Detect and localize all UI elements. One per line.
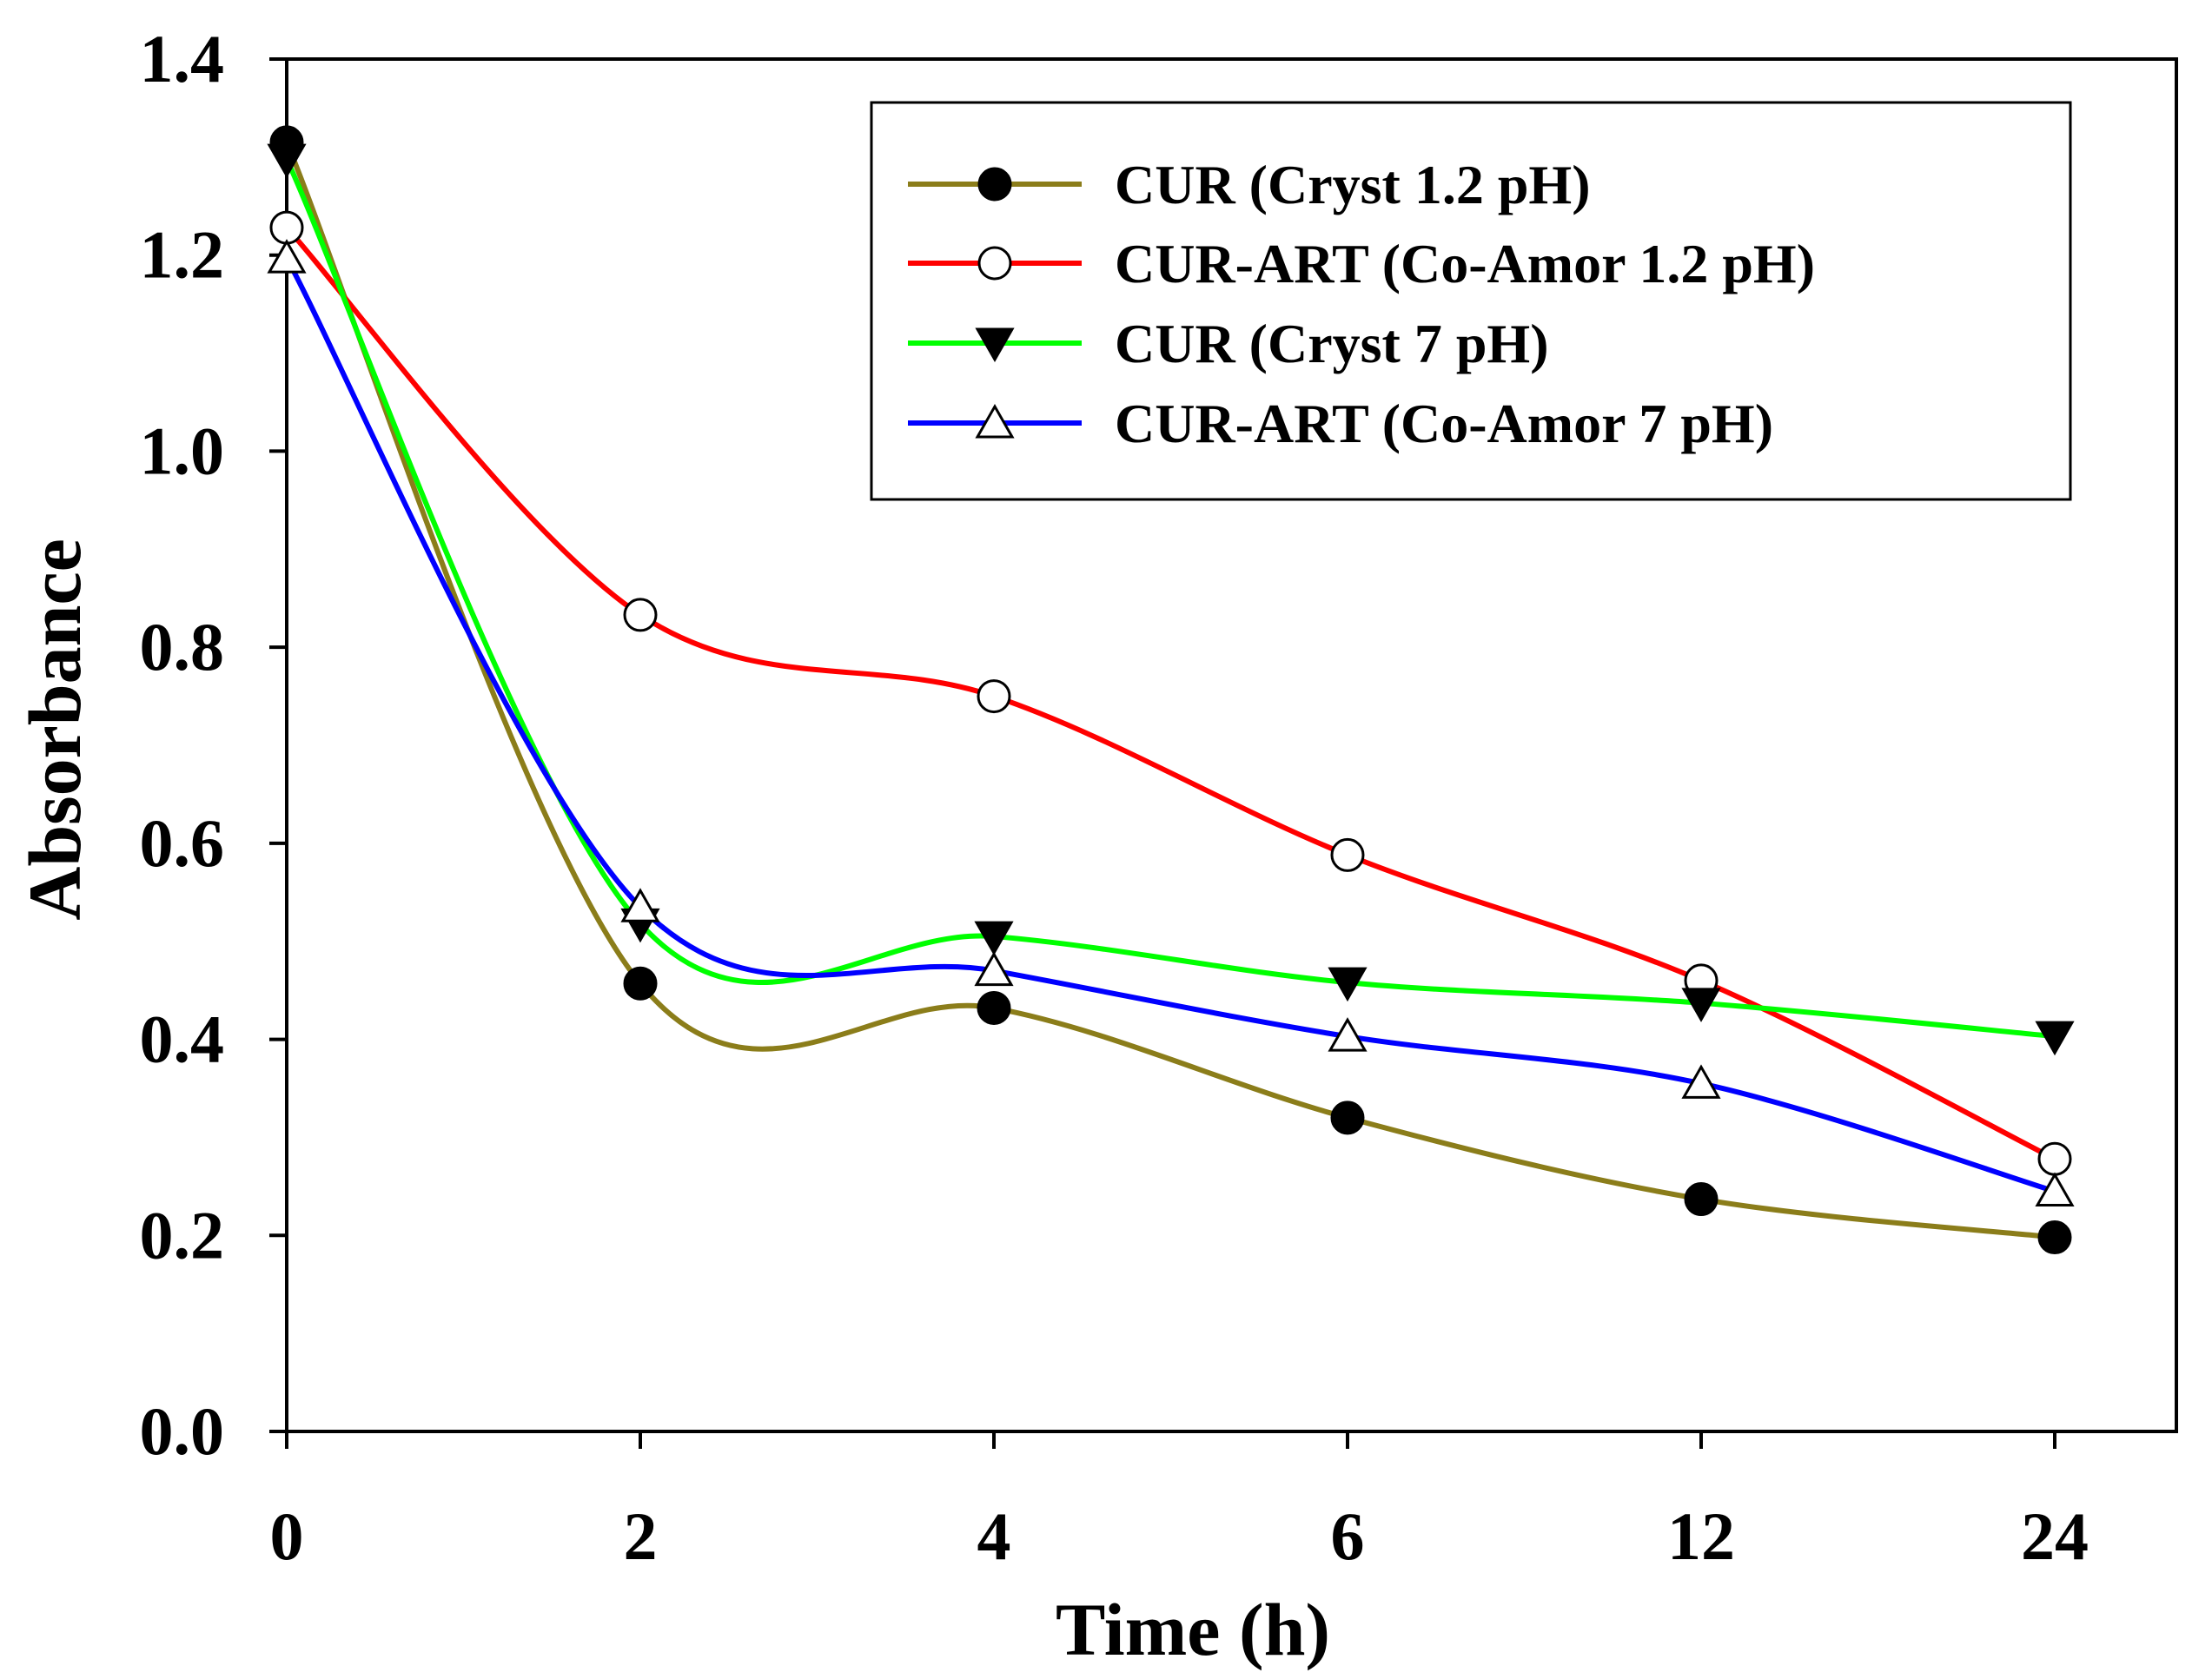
data-point-s3-p0 — [267, 239, 307, 274]
data-point-s3-p4 — [1681, 1064, 1721, 1099]
data-point-s1-p5 — [2037, 1141, 2072, 1176]
legend-label-3: CUR-ART (Co-Amor 7 pH) — [1115, 393, 1773, 454]
y-tick-label: 0.0 — [140, 1393, 225, 1469]
data-point-s1-p2 — [977, 679, 1011, 714]
plot-frame — [285, 57, 2178, 1433]
legend-box — [870, 101, 2072, 501]
data-point-s0-p4 — [1684, 1182, 1719, 1217]
data-point-s2-p0 — [267, 143, 307, 179]
series-line-3 — [284, 256, 2056, 1194]
x-tick-label: 4 — [977, 1498, 1011, 1574]
series-line-1 — [284, 226, 2056, 1161]
y-tick-label: 0.6 — [140, 805, 225, 881]
data-point-s1-p0 — [269, 210, 304, 245]
legend-label-2: CUR (Cryst 7 pH) — [1115, 313, 1549, 374]
x-axis-title: Time (h) — [1056, 1588, 1330, 1671]
legend-marker-3 — [975, 403, 1015, 439]
legend-marker-2 — [975, 327, 1015, 363]
y-tick-label: 0.8 — [140, 609, 225, 684]
data-point-s2-p2 — [974, 921, 1014, 956]
y-axis-title: Absorbance — [13, 539, 96, 921]
y-tick-label: 0.4 — [140, 1001, 225, 1077]
x-tick-label: 0 — [270, 1498, 304, 1574]
data-point-s3-p3 — [1328, 1017, 1368, 1052]
data-point-s2-p3 — [1328, 967, 1368, 1002]
y-tick-label: 0.2 — [140, 1197, 225, 1272]
y-tick-label: 1.0 — [140, 413, 225, 488]
data-point-s2-p5 — [2035, 1021, 2075, 1056]
x-tick-label: 12 — [1667, 1498, 1735, 1574]
legend-label-0: CUR (Cryst 1.2 pH) — [1115, 154, 1591, 215]
legend-marker-0 — [977, 167, 1012, 202]
y-tick-label: 1.2 — [140, 217, 225, 293]
x-tick-label: 2 — [624, 1498, 658, 1574]
data-point-s1-p3 — [1330, 837, 1365, 872]
data-point-s0-p5 — [2037, 1220, 2072, 1255]
legend-marker-1 — [977, 246, 1012, 281]
data-point-s3-p2 — [974, 951, 1014, 987]
data-point-s0-p1 — [623, 966, 658, 1001]
data-point-s0-p3 — [1330, 1101, 1365, 1135]
data-point-s3-p1 — [620, 888, 660, 922]
legend-label-1: CUR-ART (Co-Amor 1.2 pH) — [1115, 233, 1815, 294]
data-point-s0-p2 — [977, 990, 1011, 1025]
y-tick-label: 1.4 — [140, 21, 225, 96]
data-point-s1-p1 — [623, 598, 658, 632]
x-tick-label: 24 — [2021, 1498, 2089, 1574]
x-tick-label: 6 — [1331, 1498, 1365, 1574]
data-point-s3-p5 — [2035, 1172, 2075, 1206]
data-point-s2-p4 — [1681, 988, 1721, 1022]
